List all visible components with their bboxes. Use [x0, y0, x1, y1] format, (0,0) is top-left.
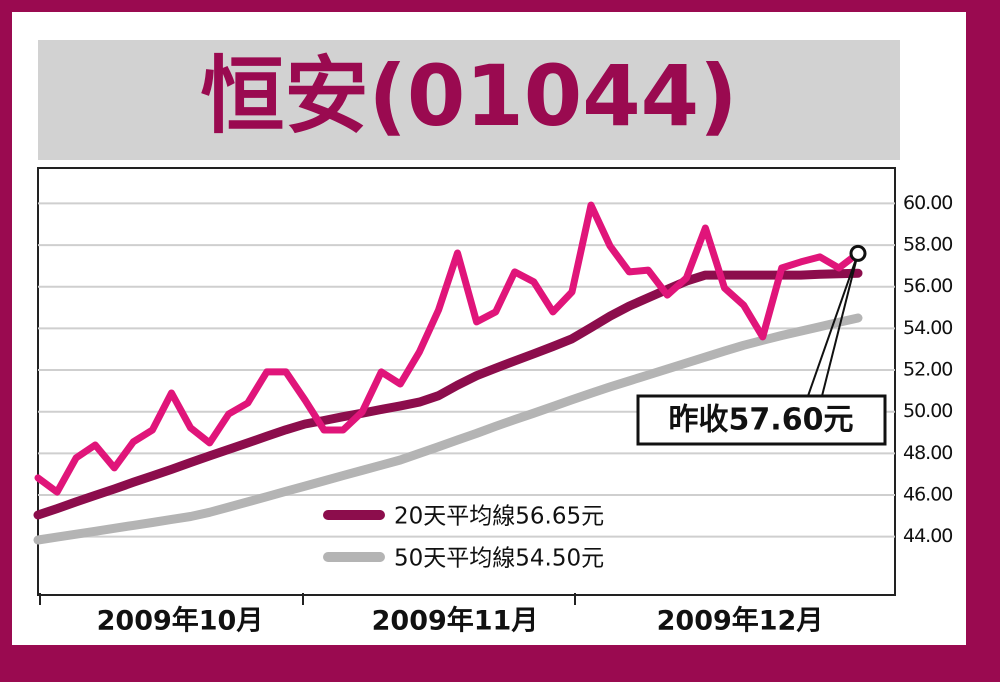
- title-bar: [38, 40, 900, 160]
- y-tick-label: 56.00: [903, 275, 952, 297]
- leader: [821, 253, 859, 397]
- chart-title: 恒安(01044): [200, 47, 737, 145]
- x-tick-label: 2009年11月: [372, 605, 539, 637]
- legend-label: 20天平均線56.65元: [394, 504, 604, 530]
- series-line: [34, 201, 862, 496]
- y-tick-label: 44.00: [903, 525, 952, 547]
- y-tick-label: 60.00: [903, 192, 952, 214]
- y-tick-label: 58.00: [903, 234, 952, 256]
- y-tick-label: 50.00: [903, 400, 952, 422]
- x-tick-label: 2009年12月: [657, 605, 824, 637]
- annotation-box: [636, 394, 887, 446]
- series-line: [33, 313, 863, 545]
- close-marker: [849, 244, 867, 262]
- legend-label: 50天平均線54.50元: [394, 546, 604, 572]
- y-tick-label: 46.00: [903, 484, 952, 506]
- y-tick-label: 54.00: [903, 317, 952, 339]
- annotation: 昨收57.60元: [669, 403, 854, 438]
- y-tick-label: 48.00: [903, 442, 952, 464]
- plot-frame: [37, 167, 896, 596]
- y-tick-label: 52.00: [903, 359, 952, 381]
- x-tick-label: 2009年10月: [97, 605, 264, 637]
- leader: [807, 253, 859, 397]
